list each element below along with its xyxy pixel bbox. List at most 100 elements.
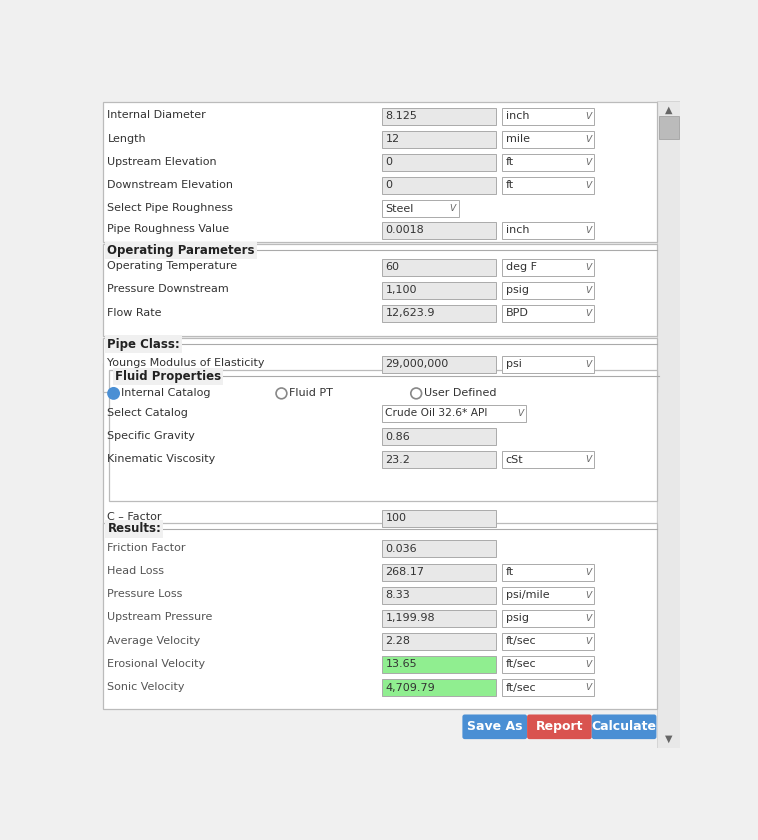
FancyBboxPatch shape <box>109 370 657 501</box>
Text: Average Velocity: Average Velocity <box>108 636 201 646</box>
FancyBboxPatch shape <box>502 154 594 171</box>
Text: Pipe Roughness Value: Pipe Roughness Value <box>108 224 230 234</box>
Text: 0: 0 <box>385 157 393 167</box>
Text: Upstream Pressure: Upstream Pressure <box>108 612 213 622</box>
FancyBboxPatch shape <box>103 338 657 391</box>
Text: deg F: deg F <box>506 262 537 272</box>
Text: C – Factor: C – Factor <box>108 512 162 522</box>
Text: 0.036: 0.036 <box>385 544 417 554</box>
Circle shape <box>277 389 286 397</box>
Text: 100: 100 <box>385 513 406 523</box>
Text: Operating Temperature: Operating Temperature <box>108 261 237 271</box>
Text: 0.86: 0.86 <box>385 432 410 442</box>
Text: psi: psi <box>506 360 522 369</box>
Text: Calculate: Calculate <box>591 721 656 733</box>
Text: inch: inch <box>506 225 529 235</box>
Text: 23.2: 23.2 <box>385 454 410 465</box>
Circle shape <box>109 389 117 397</box>
FancyBboxPatch shape <box>659 116 678 139</box>
FancyBboxPatch shape <box>381 540 496 558</box>
Text: V: V <box>585 263 591 271</box>
Text: psig: psig <box>506 613 528 623</box>
FancyBboxPatch shape <box>381 355 496 373</box>
FancyBboxPatch shape <box>502 108 594 124</box>
Text: ft/sec: ft/sec <box>506 637 536 646</box>
FancyBboxPatch shape <box>502 633 594 650</box>
FancyBboxPatch shape <box>502 451 594 468</box>
Text: Flow Rate: Flow Rate <box>108 307 162 318</box>
FancyBboxPatch shape <box>381 222 496 239</box>
Text: Fluid PT: Fluid PT <box>289 388 333 398</box>
FancyBboxPatch shape <box>381 564 496 580</box>
FancyBboxPatch shape <box>381 510 496 527</box>
FancyBboxPatch shape <box>381 131 496 148</box>
FancyBboxPatch shape <box>381 633 496 650</box>
FancyBboxPatch shape <box>381 305 496 322</box>
FancyBboxPatch shape <box>381 586 496 604</box>
FancyBboxPatch shape <box>502 222 594 239</box>
FancyBboxPatch shape <box>527 715 592 739</box>
Text: V: V <box>585 134 591 144</box>
Text: Select Catalog: Select Catalog <box>108 407 188 417</box>
FancyBboxPatch shape <box>502 564 594 580</box>
Text: 0.0018: 0.0018 <box>385 225 424 235</box>
Text: 12,623.9: 12,623.9 <box>385 308 435 318</box>
Text: Report: Report <box>536 721 583 733</box>
Text: 12: 12 <box>385 134 399 144</box>
Text: 1,199.98: 1,199.98 <box>385 613 435 623</box>
Text: V: V <box>585 226 591 234</box>
Text: 0: 0 <box>385 181 393 191</box>
Text: Sonic Velocity: Sonic Velocity <box>108 682 185 692</box>
FancyBboxPatch shape <box>502 259 594 276</box>
FancyBboxPatch shape <box>381 259 496 276</box>
Text: 1,100: 1,100 <box>385 286 417 295</box>
FancyBboxPatch shape <box>592 715 656 739</box>
Text: Operating Parameters: Operating Parameters <box>108 244 255 257</box>
Text: User Defined: User Defined <box>424 388 496 398</box>
FancyBboxPatch shape <box>381 610 496 627</box>
Text: V: V <box>585 591 591 600</box>
FancyBboxPatch shape <box>103 522 657 709</box>
FancyBboxPatch shape <box>502 656 594 673</box>
FancyBboxPatch shape <box>502 586 594 604</box>
Text: Specific Gravity: Specific Gravity <box>108 431 196 441</box>
FancyBboxPatch shape <box>502 131 594 148</box>
Text: cSt: cSt <box>506 454 523 465</box>
FancyBboxPatch shape <box>381 281 496 299</box>
Text: V: V <box>585 614 591 622</box>
FancyBboxPatch shape <box>381 200 459 217</box>
Text: V: V <box>585 112 591 121</box>
Text: V: V <box>585 568 591 576</box>
Text: Length: Length <box>108 134 146 144</box>
Text: 8.125: 8.125 <box>385 111 417 121</box>
FancyBboxPatch shape <box>381 451 496 468</box>
Text: Fluid Properties: Fluid Properties <box>115 370 221 383</box>
Text: Kinematic Viscosity: Kinematic Viscosity <box>108 454 216 464</box>
FancyBboxPatch shape <box>502 610 594 627</box>
Text: Upstream Elevation: Upstream Elevation <box>108 156 217 166</box>
Text: Pressure Loss: Pressure Loss <box>108 590 183 600</box>
Text: V: V <box>585 181 591 190</box>
Text: V: V <box>585 309 591 318</box>
Text: Pipe Class:: Pipe Class: <box>108 338 180 350</box>
Text: Head Loss: Head Loss <box>108 566 164 576</box>
FancyBboxPatch shape <box>502 281 594 299</box>
FancyBboxPatch shape <box>103 102 657 242</box>
Text: Steel: Steel <box>385 203 414 213</box>
FancyBboxPatch shape <box>381 405 526 422</box>
Text: 8.33: 8.33 <box>385 591 410 600</box>
FancyBboxPatch shape <box>462 715 527 739</box>
FancyBboxPatch shape <box>103 244 657 336</box>
Text: mile: mile <box>506 134 530 144</box>
FancyBboxPatch shape <box>381 679 496 696</box>
Text: V: V <box>585 286 591 295</box>
Text: V: V <box>449 204 456 213</box>
Text: 60: 60 <box>385 262 399 272</box>
FancyBboxPatch shape <box>657 101 680 748</box>
Text: Internal Catalog: Internal Catalog <box>121 388 211 398</box>
Text: Downstream Elevation: Downstream Elevation <box>108 180 233 190</box>
FancyBboxPatch shape <box>502 355 594 373</box>
Text: ft: ft <box>506 181 514 191</box>
FancyBboxPatch shape <box>381 656 496 673</box>
Text: V: V <box>585 158 591 167</box>
